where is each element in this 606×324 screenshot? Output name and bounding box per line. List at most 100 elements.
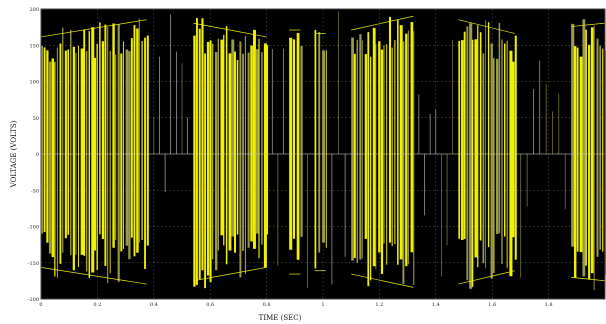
trace-pulse (101, 41, 105, 239)
trace-pulse (122, 41, 124, 250)
trace-pulse (361, 40, 363, 259)
y-tick-label: 100 (29, 80, 39, 86)
trace-pulse (59, 43, 62, 264)
y-axis-label: VOLTAGE (VOLTS) (10, 120, 18, 188)
trace-pulse (250, 45, 253, 242)
trace-pulse (490, 43, 493, 279)
trace-pulse (394, 39, 396, 245)
voltage-trace (40, 11, 606, 291)
trace-pulse (405, 33, 408, 267)
trace-pulse (91, 27, 95, 273)
y-tick-label: -150 (28, 261, 39, 267)
trace-pulse (571, 23, 575, 247)
trace-pulse (407, 30, 409, 265)
trace-pulse (96, 43, 98, 271)
trace-pulse (399, 25, 403, 260)
trace-pulse (141, 40, 143, 240)
trace-envelope-top (351, 15, 414, 31)
trace-pulse (512, 61, 515, 238)
trace-pulse (582, 19, 586, 277)
y-tick-label: -200 (28, 297, 39, 303)
trace-pulse (388, 16, 392, 243)
trace-pulse (410, 22, 414, 253)
trace-pulse (80, 48, 84, 255)
trace-pulse (314, 29, 317, 269)
trace-pulse (383, 45, 385, 244)
x-axis-label: TIME (SEC) (259, 314, 302, 322)
trace-pulse (125, 49, 129, 246)
x-tick-label: 0.4 (150, 302, 158, 308)
trace-pulse (501, 39, 503, 265)
trace-pulse (46, 50, 49, 243)
trace-pulse (573, 46, 577, 278)
trace-pulse (215, 52, 218, 271)
y-tick-label: -100 (28, 225, 39, 231)
trace-pulse (463, 31, 466, 239)
trace-pulse (220, 39, 224, 236)
trace-pulse (351, 37, 354, 261)
trace-pulse (56, 47, 58, 278)
trace-pulse (263, 43, 267, 268)
trace-pulse (495, 58, 499, 234)
trace-pulse (244, 36, 246, 274)
trace-pulse (225, 26, 228, 265)
trace-pulse (579, 56, 583, 253)
trace-pulse (593, 25, 595, 291)
trace-envelope-bottom (571, 277, 606, 282)
trace-pulse (300, 45, 303, 237)
trace-pulse (289, 37, 293, 250)
trace-pulse (62, 27, 64, 253)
trace-pulse (380, 49, 384, 274)
y-tick-label: -50 (31, 188, 39, 194)
x-tick-labels: 0 0.2 0.4 0.6 0.8 1 1.2 1.4 1.6 1.8 (39, 302, 552, 308)
trace-pulse (498, 23, 501, 234)
trace-pulse (88, 31, 91, 278)
plot-border (40, 8, 606, 300)
trace-pulse (255, 49, 259, 234)
trace-pulse (209, 40, 212, 283)
trace-pulse (477, 25, 479, 268)
trace-pulse (51, 58, 54, 258)
trace-pulse (588, 44, 591, 280)
trace-pulse (325, 50, 327, 248)
trace-pulse (596, 38, 599, 257)
x-tick-label: 1.8 (545, 302, 553, 308)
trace-pulse (493, 58, 495, 273)
trace-pulse (85, 51, 88, 272)
trace-pulse (292, 39, 296, 239)
trace-pulse (201, 18, 204, 271)
x-tick-label: 1.2 (375, 302, 383, 308)
trace-pulse (359, 34, 362, 260)
trace-pulse (509, 50, 513, 277)
x-tick-label: 0.6 (206, 302, 214, 308)
x-tick-label: 1.6 (488, 302, 496, 308)
trace-pulse (397, 20, 399, 265)
trace-pulse (391, 47, 393, 247)
trace-pulse (193, 35, 196, 287)
trace-pulse (367, 32, 370, 287)
x-tick-label: 0.2 (93, 302, 101, 308)
trace-pulse (70, 29, 72, 256)
trace-pulse (466, 26, 469, 281)
trace-pulse (482, 53, 485, 264)
trace-pulse (266, 45, 269, 235)
trace-envelope-bottom (351, 273, 414, 288)
trace-pulse (212, 43, 214, 260)
trace-pulse (514, 35, 517, 260)
trace-pulse (356, 39, 358, 264)
trace-pulse (130, 38, 133, 238)
trace-pulse (206, 41, 210, 276)
trace-pulse (138, 18, 140, 243)
x-tick-label: 1 (321, 302, 324, 308)
trace-pulse (485, 20, 487, 269)
x-tick-label: 0.8 (263, 302, 271, 308)
trace-pulse (386, 44, 388, 265)
trace-pulse (64, 50, 67, 239)
trace-pulse (474, 39, 478, 258)
trace-envelope-top (571, 22, 606, 27)
trace-pulse (402, 41, 405, 285)
trace-pulse (115, 54, 117, 241)
trace-pulse (231, 39, 235, 237)
trace-pulse (602, 48, 604, 252)
